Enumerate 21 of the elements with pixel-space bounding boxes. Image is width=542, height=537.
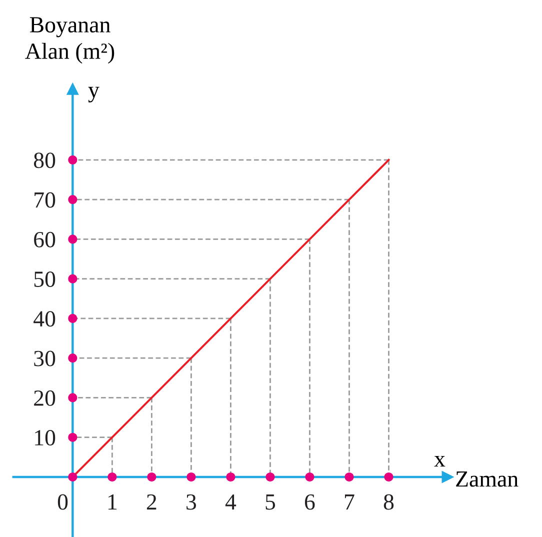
x-axis-title: Zaman [456,472,518,487]
y-axis-title: Boyanan Alan (m²) [25,17,114,64]
x-tick-label: 0 [58,494,68,510]
x-tick-label: 5 [266,494,276,510]
y-tick-label: 80 [34,152,56,168]
annotation: y [88,86,100,102]
y-tick-label: 40 [34,311,56,327]
x-tick-label: 7 [345,494,354,510]
x-tick-label: 2 [146,494,156,510]
y-tick-label: 30 [34,350,56,366]
x-tick-label: 6 [304,494,315,510]
y-tick-label: 70 [34,192,56,208]
y-tick-label: 50 [34,272,56,287]
y-tick-label: 20 [34,390,56,406]
x-tick-label: 3 [186,494,196,510]
y-tick-label: 60 [34,232,56,248]
x-tick-label: 1 [108,494,117,510]
annotation: x [434,456,446,467]
x-tick-label: 8 [384,494,394,510]
y-tick-label: 10 [35,430,56,446]
x-tick-label: 4 [225,494,236,510]
